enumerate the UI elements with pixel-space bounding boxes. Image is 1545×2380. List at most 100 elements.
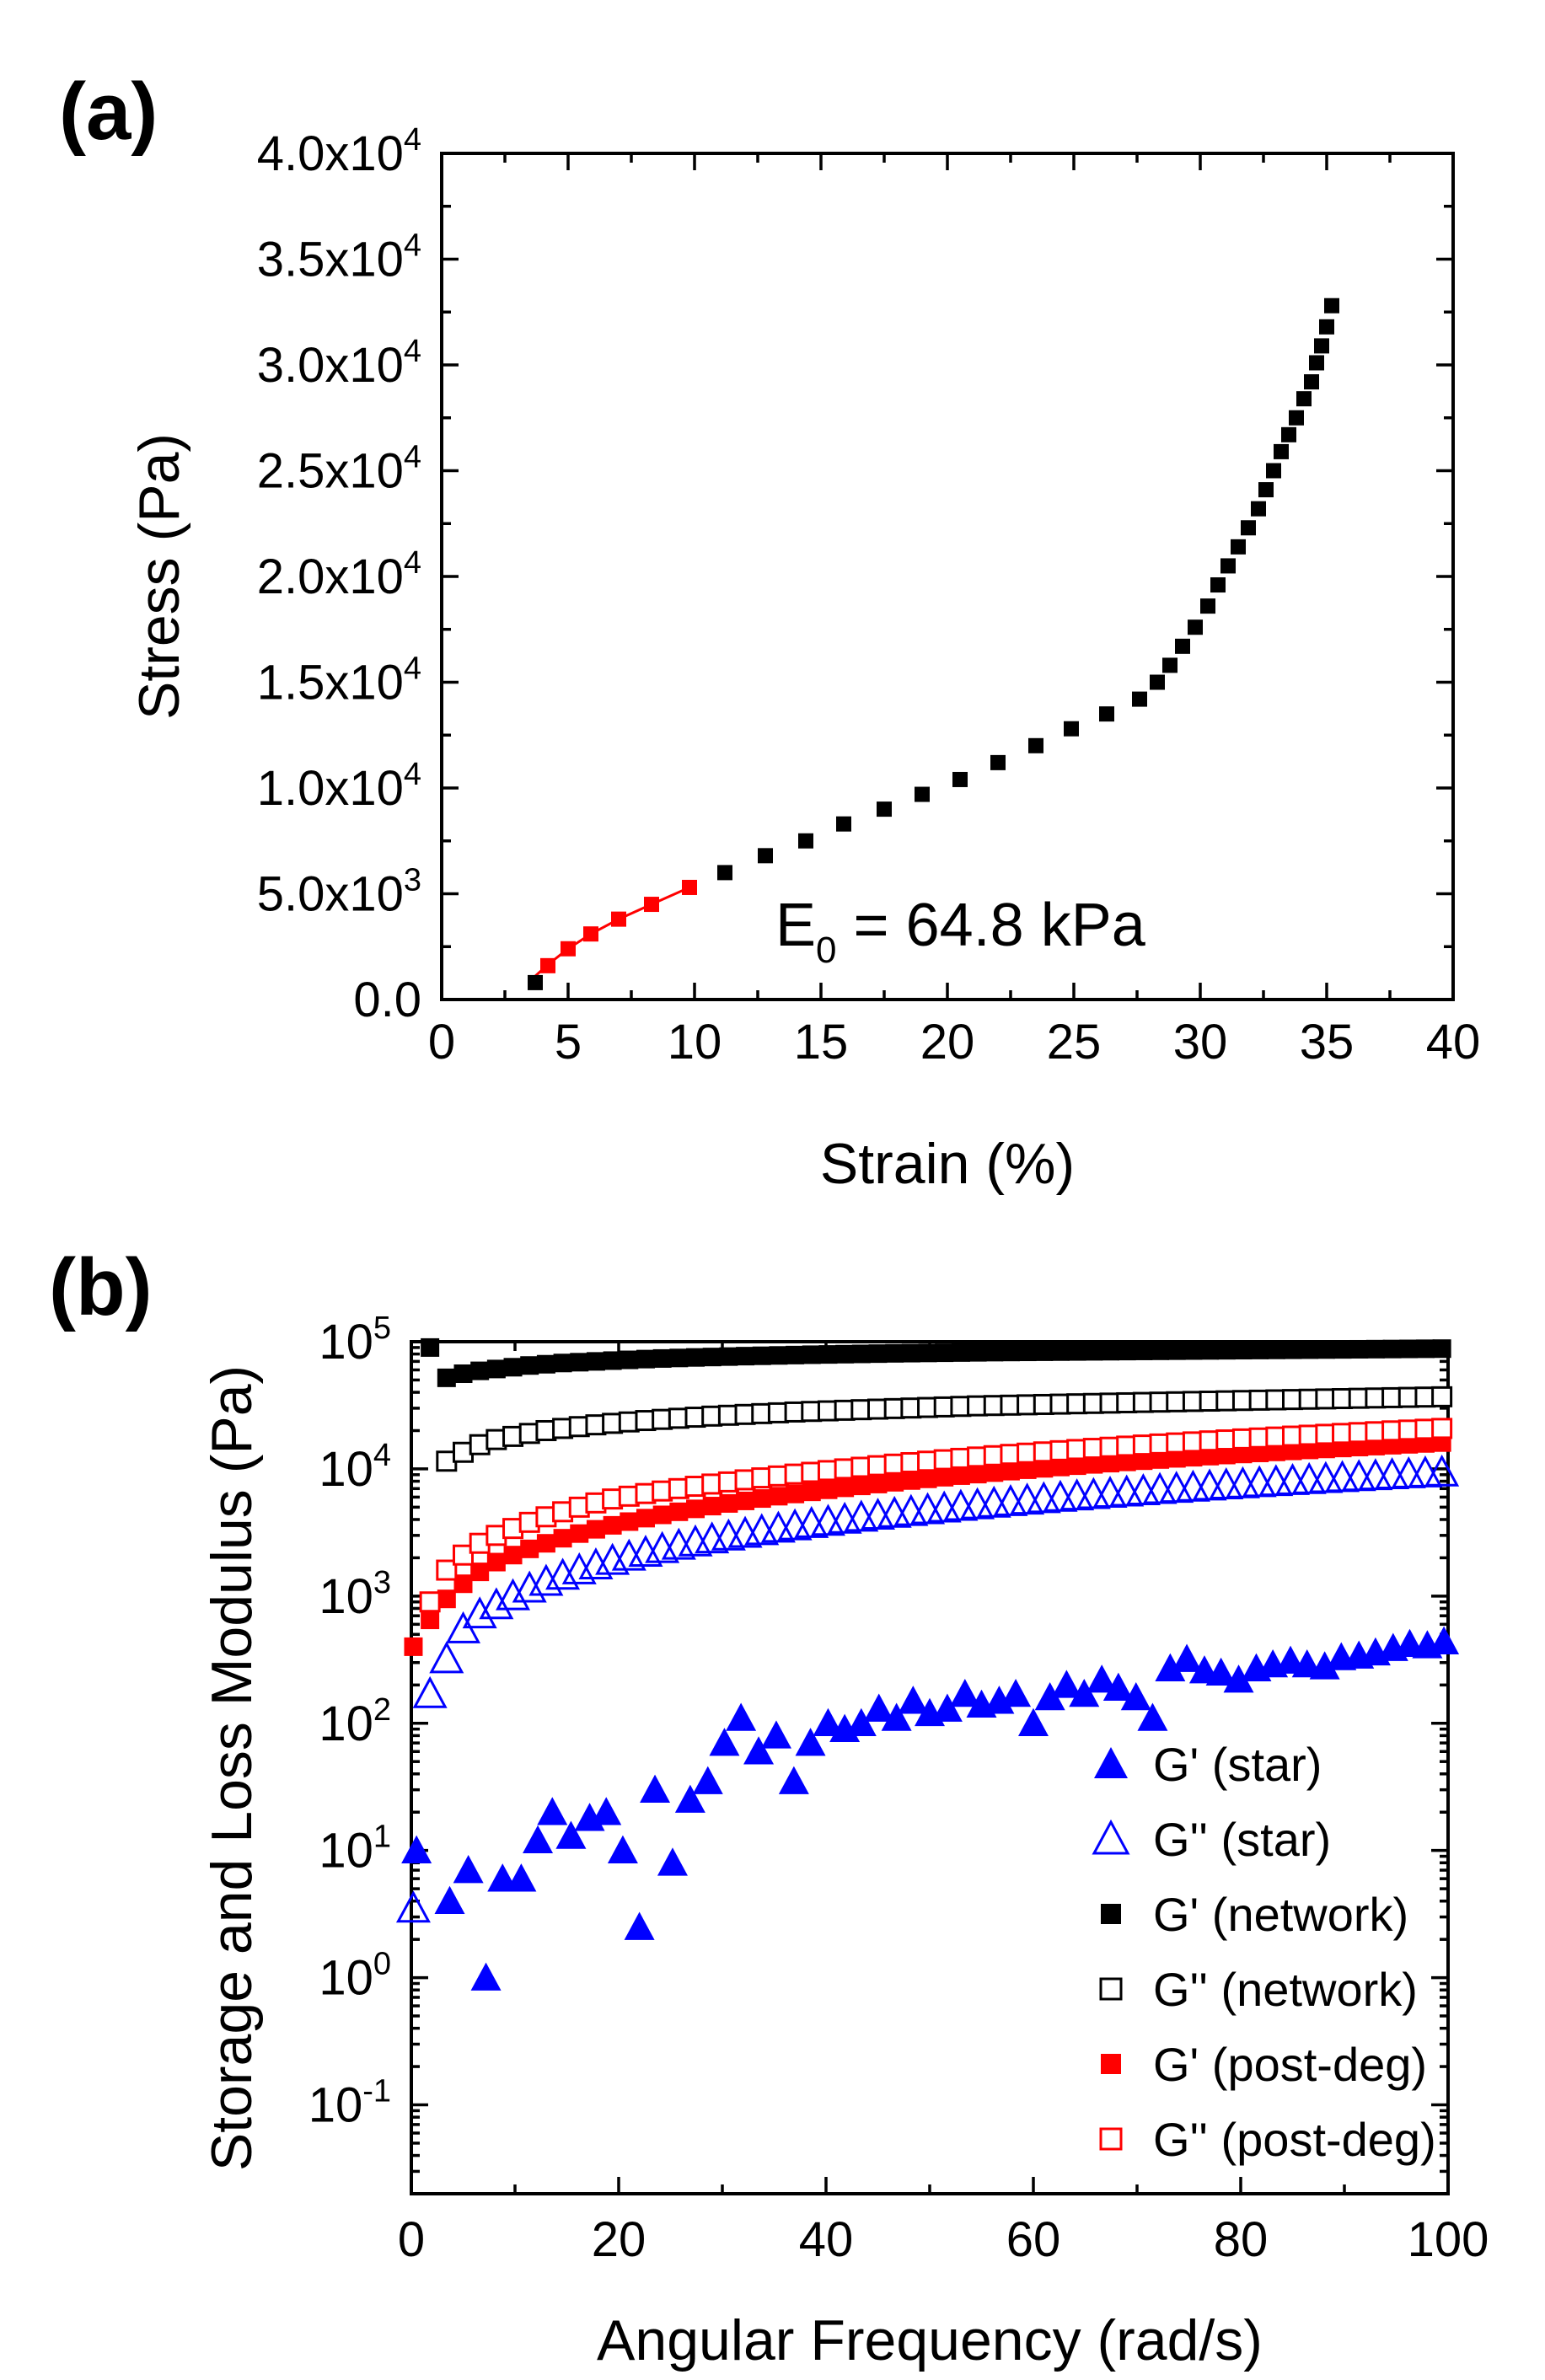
data-point <box>1034 1681 1065 1711</box>
annotation-value: = 64.8 kPa <box>837 892 1146 959</box>
stress-strain-point <box>1150 674 1165 690</box>
data-point <box>624 1911 655 1940</box>
panel-a-plot-frame <box>440 152 1455 1001</box>
data-point <box>885 1343 904 1363</box>
stress-strain-point <box>877 801 892 817</box>
panel-a-ticks <box>440 152 1455 1001</box>
data-point <box>486 1552 506 1572</box>
data-point <box>1067 1342 1086 1361</box>
panel-a-y-tick-labels: 0.0 5.0x103 1.0x104 1.5x104 2.0x104 2.5x104 3.… <box>257 122 421 1027</box>
stress-strain-point <box>1319 319 1334 335</box>
data-point <box>769 1487 788 1506</box>
y-tick-label: 102 <box>319 1692 391 1751</box>
data-point <box>968 1465 987 1484</box>
data-point <box>1018 1707 1049 1737</box>
data-point <box>951 1343 970 1362</box>
y-tick-label: 101 <box>319 1820 391 1879</box>
data-point <box>536 1534 555 1553</box>
data-point <box>752 1489 771 1509</box>
data-point <box>1067 1456 1086 1476</box>
stress-strain-point <box>1132 691 1147 707</box>
data-point <box>686 1499 705 1519</box>
modulus-annotation: E0 = 64.8 kPa <box>775 892 1146 971</box>
data-point <box>453 1364 473 1384</box>
legend-label: G' (network) <box>1153 1888 1408 1941</box>
data-point <box>603 1351 622 1370</box>
data-point <box>412 1675 448 1708</box>
data-point <box>951 1466 970 1485</box>
data-point <box>479 1587 514 1620</box>
data-point <box>898 1686 929 1714</box>
data-point <box>553 1353 572 1373</box>
y-tick-label: 2.0x104 <box>257 545 421 604</box>
data-point <box>437 1368 456 1387</box>
data-point <box>1000 1461 1020 1481</box>
data-point <box>1333 1340 1352 1359</box>
x-tick-label: 10 <box>668 1015 722 1069</box>
data-point <box>586 1352 605 1371</box>
data-point <box>778 1766 809 1794</box>
data-point <box>835 1478 855 1498</box>
stress-strain-point <box>1188 619 1203 635</box>
data-point <box>743 1736 775 1765</box>
data-point <box>818 1480 838 1499</box>
stress-strain-point <box>1175 638 1190 654</box>
data-point <box>1283 1340 1302 1359</box>
data-point <box>640 1774 671 1803</box>
data-point <box>935 1467 954 1487</box>
stress-strain-point <box>1251 501 1266 517</box>
data-point <box>1309 1651 1340 1680</box>
x-tick-label: 60 <box>1006 2212 1061 2267</box>
data-point <box>652 1348 672 1368</box>
x-tick-label: 20 <box>920 1015 975 1069</box>
data-point <box>404 1637 423 1656</box>
stress-strain-point <box>717 865 732 881</box>
panel-a-x-axis-title: Strain (%) <box>820 1132 1075 1196</box>
data-point <box>636 1349 655 1369</box>
data-point <box>674 1784 705 1813</box>
data-point <box>536 1354 555 1374</box>
data-point <box>1250 1340 1269 1359</box>
y-tick-label: 104 <box>319 1438 391 1497</box>
data-point <box>421 1611 440 1630</box>
y-tick-label: 0.0 <box>353 973 421 1027</box>
data-point <box>1101 1454 1120 1473</box>
y-tick-label: 4.0x104 <box>257 122 421 181</box>
data-point <box>1431 1386 1453 1407</box>
data-point <box>736 1491 755 1510</box>
fit-line <box>531 886 690 980</box>
legend-marker <box>1099 2127 1123 2151</box>
x-tick-label: 5 <box>555 1015 582 1069</box>
data-point <box>421 1337 440 1357</box>
data-point <box>486 1359 506 1379</box>
y-tick-label: 3.5x104 <box>257 228 421 287</box>
data-point <box>607 1835 638 1863</box>
legend-marker <box>1101 1904 1121 1924</box>
data-point <box>1349 1339 1369 1359</box>
data-point <box>1102 1672 1134 1701</box>
x-tick-label: 15 <box>794 1015 849 1069</box>
data-point <box>1233 1341 1253 1360</box>
data-point <box>1183 1341 1203 1360</box>
data-point <box>1084 1455 1103 1474</box>
data-point <box>419 1591 441 1613</box>
data-point <box>586 1520 605 1539</box>
data-point <box>1134 1341 1153 1360</box>
data-point <box>1034 1459 1054 1478</box>
stress-strain-point <box>1162 657 1178 673</box>
data-point <box>769 1346 788 1365</box>
data-point <box>901 1471 920 1490</box>
x-tick-label: 30 <box>1173 1015 1228 1069</box>
panel-a-y-axis-title: Stress (Pa) <box>127 433 191 720</box>
y-tick-label: 1.0x104 <box>257 757 421 816</box>
stress-strain-point <box>1231 539 1246 555</box>
data-point <box>523 1825 554 1854</box>
legend-label: G'' (star) <box>1153 1813 1331 1866</box>
data-point <box>752 1346 771 1365</box>
data-point <box>931 1693 963 1722</box>
data-point <box>1034 1342 1054 1361</box>
data-point <box>620 1512 639 1531</box>
legend-marker <box>1099 1977 1123 2001</box>
data-point <box>918 1469 937 1488</box>
y-tick-label: 5.0x103 <box>257 863 421 922</box>
